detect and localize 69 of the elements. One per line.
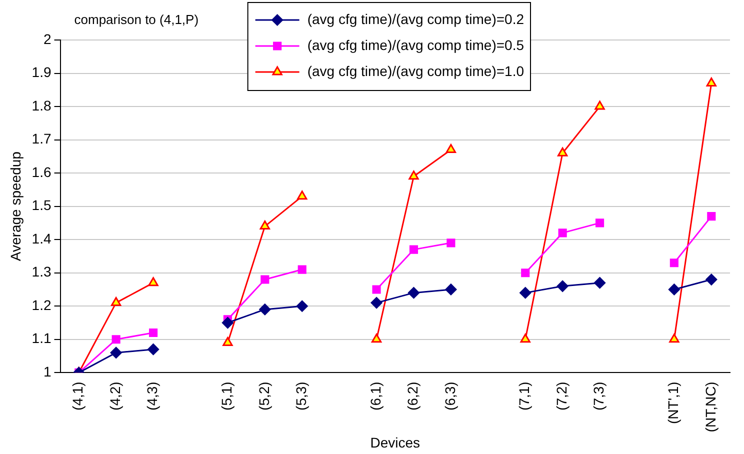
point <box>668 284 680 296</box>
point <box>446 238 456 248</box>
y-tick-label: 1.1 <box>32 330 52 346</box>
x-tick-label: (7,2) <box>553 382 570 410</box>
point <box>706 274 718 286</box>
legend-label: (avg cfg time)/(avg comp time)=0.2 <box>307 10 524 27</box>
point <box>371 334 382 343</box>
point <box>112 335 120 344</box>
x-tick-label: (4,3) <box>144 382 160 410</box>
point <box>409 245 418 254</box>
legend-label: (avg cfg time)/(avg comp time)=1.0 <box>307 62 524 79</box>
point <box>148 344 160 356</box>
y-tick-label: 1.4 <box>32 230 52 246</box>
point <box>520 334 530 343</box>
point <box>706 77 716 86</box>
point <box>222 336 233 346</box>
text: comparison to (4,1,P) <box>74 12 199 28</box>
x-axis-title: Devices <box>370 434 420 450</box>
y-tick-label: 1.8 <box>32 97 52 114</box>
point <box>298 265 306 274</box>
x-tick-label: (6,3) <box>442 382 458 410</box>
x-tick-label: (5,1) <box>218 382 235 410</box>
point <box>148 328 158 338</box>
point <box>297 190 308 200</box>
x-tick-label: (6,2) <box>404 382 421 410</box>
point <box>594 100 605 110</box>
point <box>372 285 381 294</box>
y-tick-label: 1 <box>43 364 52 380</box>
y-tick-label: 2 <box>43 30 52 47</box>
y-tick-label: 1.3 <box>32 264 52 280</box>
x-tick-label: (4,1) <box>70 382 86 410</box>
x-tick-label: (5,3) <box>292 382 309 410</box>
point <box>408 287 420 299</box>
point <box>520 287 532 299</box>
point <box>370 297 382 309</box>
point <box>260 220 270 230</box>
point <box>148 277 158 286</box>
x-tick-label: (NT',1) <box>665 382 682 424</box>
point <box>557 147 568 156</box>
point <box>670 258 678 268</box>
point <box>594 277 606 289</box>
point <box>556 280 568 292</box>
x-tick-label: (4,2) <box>106 382 123 410</box>
x-tick-label: (7,1) <box>516 382 532 410</box>
point <box>558 228 567 238</box>
point <box>110 297 122 306</box>
point <box>445 284 457 296</box>
point <box>110 346 122 358</box>
point <box>408 170 419 180</box>
point <box>296 300 308 312</box>
point <box>260 275 270 284</box>
point <box>521 268 530 278</box>
point <box>707 212 716 221</box>
point <box>669 334 680 343</box>
x-tick-label: (6,1) <box>367 382 384 410</box>
y-tick-label: 1.5 <box>32 197 52 214</box>
y-tick-label: 1.9 <box>32 64 52 80</box>
legend-label: (avg cfg time)/(avg comp time)=0.5 <box>307 36 524 53</box>
y-axis-title: Average speedup <box>7 151 24 262</box>
x-tick-label: (7,3) <box>590 382 607 410</box>
point <box>222 317 234 329</box>
y-tick-label: 1.6 <box>32 164 52 180</box>
y-tick-label: 1.7 <box>32 130 52 147</box>
x-tick-label: (5,2) <box>256 382 272 410</box>
y-tick-label: 1.2 <box>32 296 52 313</box>
point <box>595 218 604 228</box>
point <box>259 304 271 316</box>
point <box>446 144 456 154</box>
x-tick-label: (NT,NC) <box>702 382 718 432</box>
